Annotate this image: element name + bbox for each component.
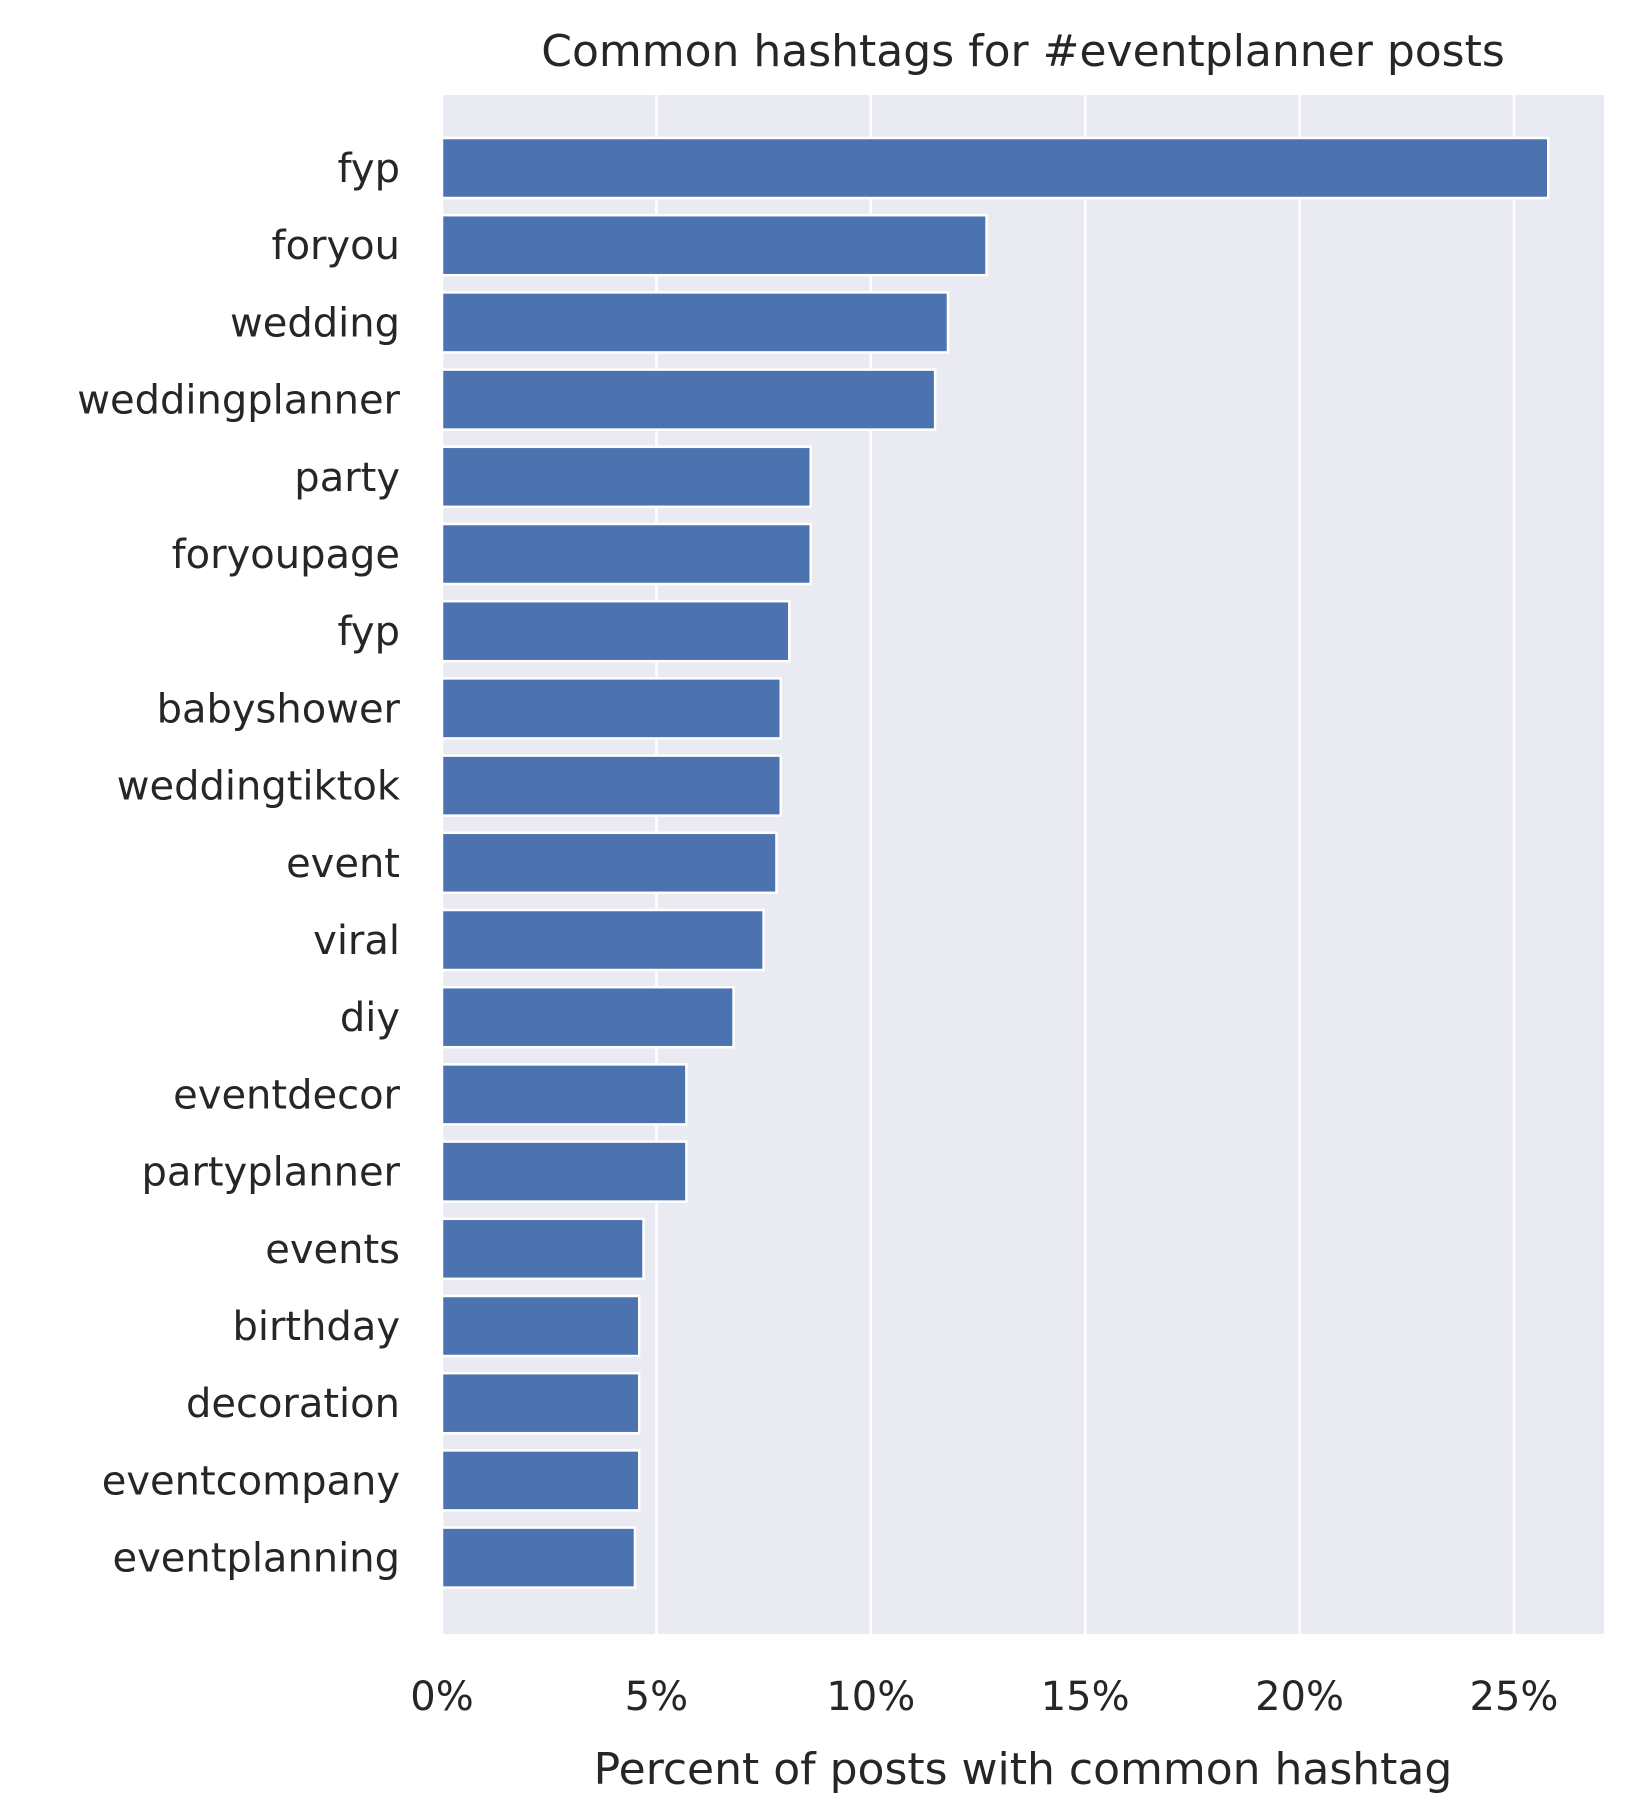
bar <box>442 370 935 430</box>
bar <box>442 678 781 738</box>
bar <box>442 1528 635 1588</box>
x-tick-label: 25% <box>1470 1674 1559 1720</box>
category-label: babyshower <box>157 686 401 732</box>
category-label: partyplanner <box>142 1150 401 1196</box>
chart-title: Common hashtags for #eventplanner posts <box>541 26 1505 77</box>
category-label: wedding <box>230 300 400 346</box>
category-label: fyp <box>338 146 400 192</box>
category-labels: fyp foryou wedding weddingplanner party foryo… <box>77 146 401 1582</box>
bar <box>442 292 948 352</box>
category-label: eventplanning <box>113 1536 401 1582</box>
x-tick-label: 0% <box>410 1674 473 1720</box>
category-label: eventcompany <box>102 1458 400 1504</box>
category-label: foryoupage <box>172 532 400 578</box>
bar <box>442 1064 686 1124</box>
category-label: decoration <box>186 1381 400 1427</box>
bar <box>442 987 734 1047</box>
x-tick-label: 5% <box>625 1674 688 1720</box>
x-tick-label: 10% <box>826 1674 915 1720</box>
category-label: eventdecor <box>173 1072 400 1118</box>
x-tick-labels: 0% 5% 10% 15% 20% 25% <box>410 1674 1558 1720</box>
bar <box>442 833 776 893</box>
x-axis-label: Percent of posts with common hashtag <box>594 1744 1453 1795</box>
bar <box>442 1450 639 1510</box>
bar <box>442 447 811 507</box>
bar <box>442 524 811 584</box>
category-label: event <box>286 841 400 887</box>
category-label: diy <box>340 995 400 1041</box>
bar <box>442 138 1548 198</box>
bar <box>442 756 781 816</box>
category-label: weddingplanner <box>77 378 400 424</box>
category-label: birthday <box>232 1304 400 1350</box>
bar <box>442 1296 639 1356</box>
category-label: weddingtiktok <box>117 764 401 810</box>
category-label: fyp <box>338 609 400 655</box>
bar <box>442 1373 639 1433</box>
bar <box>442 1142 686 1202</box>
category-label: foryou <box>272 223 401 269</box>
bar <box>442 215 987 275</box>
bar <box>442 910 764 970</box>
bar <box>442 601 789 661</box>
category-label: events <box>265 1227 400 1273</box>
bar <box>442 1219 644 1279</box>
x-tick-label: 15% <box>1041 1674 1130 1720</box>
category-label: party <box>294 455 400 501</box>
category-label: viral <box>313 918 400 964</box>
x-tick-label: 20% <box>1255 1674 1344 1720</box>
